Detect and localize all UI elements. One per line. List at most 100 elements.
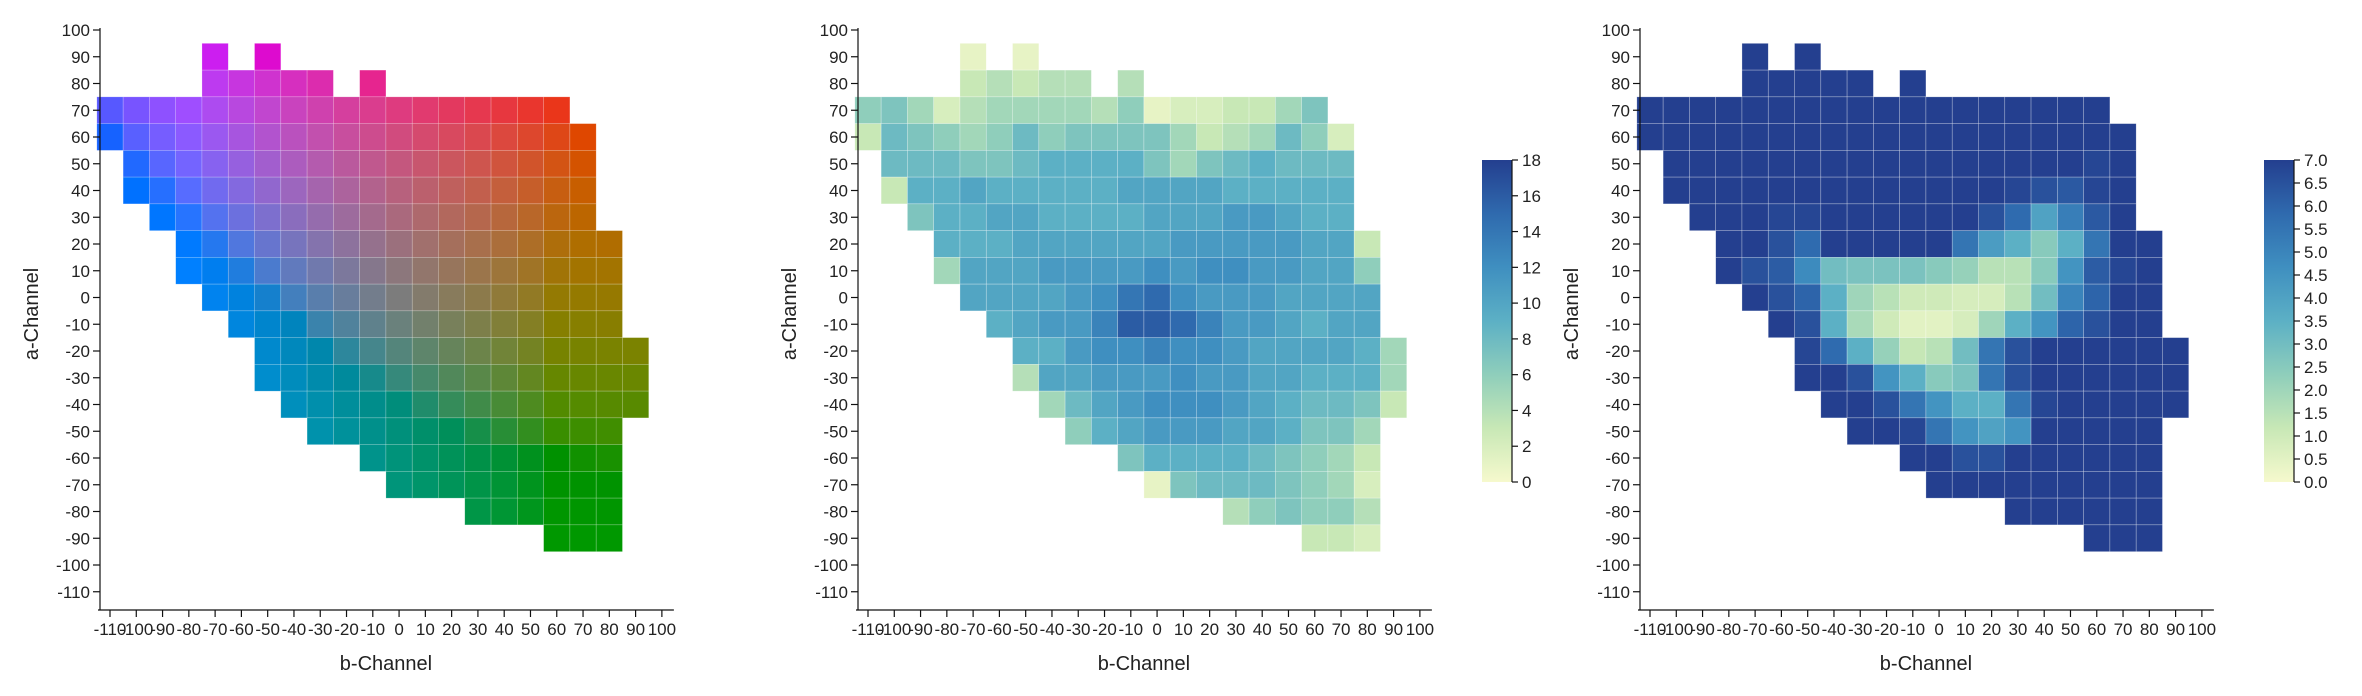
- heatmap-cell: [1846, 176, 1874, 205]
- heatmap-cell: [1873, 257, 1900, 285]
- heatmap-cell: [464, 123, 492, 151]
- heatmap-cell: [1169, 150, 1197, 178]
- heatmap-cell: [1925, 203, 1953, 231]
- y-tick-label: 50: [71, 155, 90, 174]
- heatmap-cell: [490, 310, 518, 338]
- heatmap-cell: [1715, 230, 1743, 258]
- heatmap-cell: [985, 310, 1013, 338]
- heatmap-cell: [1794, 230, 1822, 258]
- heatmap-cell: [2030, 444, 2058, 472]
- heatmap-cell: [1169, 257, 1197, 285]
- heatmap-cell: [1301, 150, 1329, 178]
- heatmap-cell: [1873, 176, 1900, 205]
- y-tick-label: -60: [1605, 449, 1630, 468]
- heatmap-cell: [622, 364, 650, 392]
- heatmap-cell: [1978, 390, 2006, 419]
- heatmap-cell: [2083, 203, 2111, 231]
- heatmap-cell: [385, 283, 413, 312]
- heatmap-cell: [1794, 364, 1822, 392]
- heatmap-cell: [1196, 96, 1224, 124]
- heatmap-cell: [438, 123, 466, 151]
- heatmap-cell: [1873, 283, 1900, 312]
- heatmap-cell: [1222, 203, 1250, 231]
- heatmap-cell: [517, 150, 544, 178]
- y-tick-label: -70: [823, 476, 848, 495]
- heatmap-cell: [1301, 257, 1329, 285]
- heatmap-cell: [543, 230, 571, 258]
- heatmap-cell: [385, 337, 413, 365]
- heatmap-cell: [411, 417, 439, 445]
- heatmap-cell: [1662, 150, 1690, 178]
- heatmap-cells: [854, 43, 1408, 552]
- heatmap-cell: [254, 364, 282, 392]
- heatmap-cell: [306, 364, 334, 392]
- x-tick-label: 60: [1305, 620, 1324, 639]
- heatmap-cell: [1846, 230, 1874, 258]
- heatmap-cell: [1196, 150, 1224, 178]
- heatmap-cell: [1301, 283, 1329, 312]
- heatmap-cell: [1794, 310, 1822, 338]
- heatmap-cell: [2030, 257, 2058, 285]
- heatmap-cell: [1899, 96, 1927, 124]
- heatmap-cell: [880, 96, 908, 124]
- heatmap-cell: [2083, 230, 2111, 258]
- heatmap-cell: [2083, 337, 2111, 365]
- colorbar-tick-label: 3.5: [2304, 312, 2328, 331]
- heatmap-cell: [438, 176, 466, 205]
- heatmap-cell: [1820, 390, 1848, 419]
- x-tick-label: 10: [1174, 620, 1193, 639]
- colorbar-tick-label: 18: [1522, 151, 1541, 170]
- heatmap-cell: [1767, 257, 1795, 285]
- heatmap-cell: [933, 123, 961, 151]
- heatmap-cell: [359, 337, 387, 365]
- heatmap-cell: [569, 337, 597, 365]
- heatmap-cell: [1275, 337, 1302, 365]
- heatmap-cell: [2004, 203, 2032, 231]
- heatmap-cell: [1689, 96, 1717, 124]
- x-tick-label: 90: [626, 620, 645, 639]
- heatmap-cell: [1091, 310, 1118, 338]
- heatmap-cell: [595, 471, 623, 499]
- heatmap-cell: [1846, 364, 1874, 392]
- colorbar-tick-label: 16: [1522, 187, 1541, 206]
- heatmap-cell: [2083, 176, 2111, 205]
- heatmap-cell: [2030, 230, 2058, 258]
- heatmap-cell: [1169, 230, 1197, 258]
- x-tick-label: -110: [94, 620, 127, 639]
- heatmap-cell: [2057, 203, 2084, 231]
- heatmap-cell: [2057, 123, 2084, 151]
- heatmap-cell: [1143, 337, 1171, 365]
- heatmap-cell: [306, 337, 334, 365]
- heatmap-cell: [595, 310, 623, 338]
- heatmap-cell: [1741, 176, 1769, 205]
- heatmap-cell: [1846, 69, 1874, 98]
- axes: 1009080706050403020100-10-20-30-40-50-60…: [56, 21, 676, 639]
- heatmap-cell: [1248, 337, 1276, 365]
- heatmap-cell: [1353, 257, 1381, 285]
- heatmap-cell: [1327, 390, 1355, 419]
- heatmap-cell: [2109, 123, 2137, 151]
- heatmap-cell: [2083, 150, 2111, 178]
- heatmap-cell: [1873, 230, 1900, 258]
- x-tick-label: 60: [2087, 620, 2106, 639]
- heatmap-cell: [333, 96, 360, 124]
- heatmap-cell: [1353, 417, 1381, 445]
- heatmap-cell: [1143, 417, 1171, 445]
- heatmap-cell: [1196, 283, 1224, 312]
- heatmap-cell: [1794, 96, 1822, 124]
- heatmap-cell: [1794, 257, 1822, 285]
- heatmap-cell: [1117, 150, 1145, 178]
- heatmap-cell: [2004, 390, 2032, 419]
- heatmap-cell: [2109, 497, 2137, 526]
- heatmap-cell: [359, 96, 387, 124]
- y-tick-label: 60: [71, 128, 90, 147]
- heatmap-cell: [306, 96, 334, 124]
- heatmap-cell: [1169, 176, 1197, 205]
- heatmap-cell: [1951, 444, 1979, 472]
- heatmap-cell: [359, 230, 387, 258]
- x-tick-label: -20: [334, 620, 359, 639]
- heatmap-cell: [1038, 69, 1066, 98]
- x-tick-label: 30: [1226, 620, 1245, 639]
- heatmap-cell: [1820, 337, 1848, 365]
- heatmap-cell: [569, 150, 597, 178]
